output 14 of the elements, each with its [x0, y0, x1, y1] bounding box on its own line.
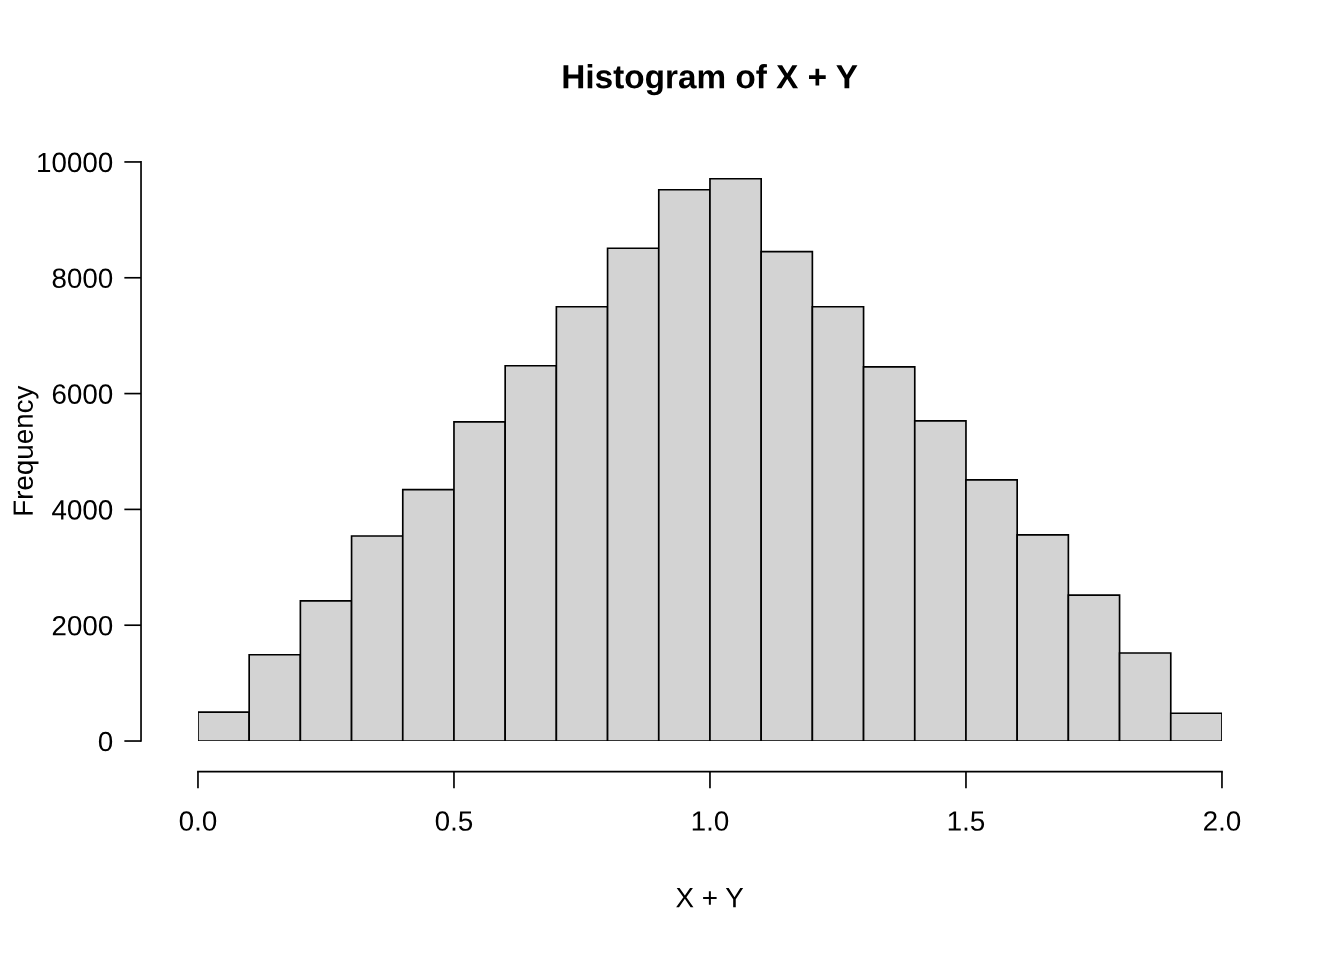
chart-title: Histogram of X + Y: [563, 64, 858, 96]
x-axis-title: X + Y: [676, 888, 744, 908]
x-tick-label: 0.5: [435, 811, 473, 831]
x-tick-label: 2.0: [1204, 811, 1241, 831]
y-tick-label: 2000: [52, 615, 113, 636]
x-tick-label: 1.5: [948, 811, 985, 831]
x-tick-label: 1.0: [692, 811, 729, 831]
y-tick-label: 0: [98, 731, 113, 752]
x-tick-label: 0.0: [179, 811, 217, 831]
y-axis-title: Frequency: [13, 385, 39, 515]
y-tick-label: 6000: [52, 384, 113, 404]
y-tick-label: 10000: [38, 152, 113, 173]
y-tick-label: 4000: [52, 500, 113, 520]
y-tick-label: 8000: [52, 268, 113, 289]
